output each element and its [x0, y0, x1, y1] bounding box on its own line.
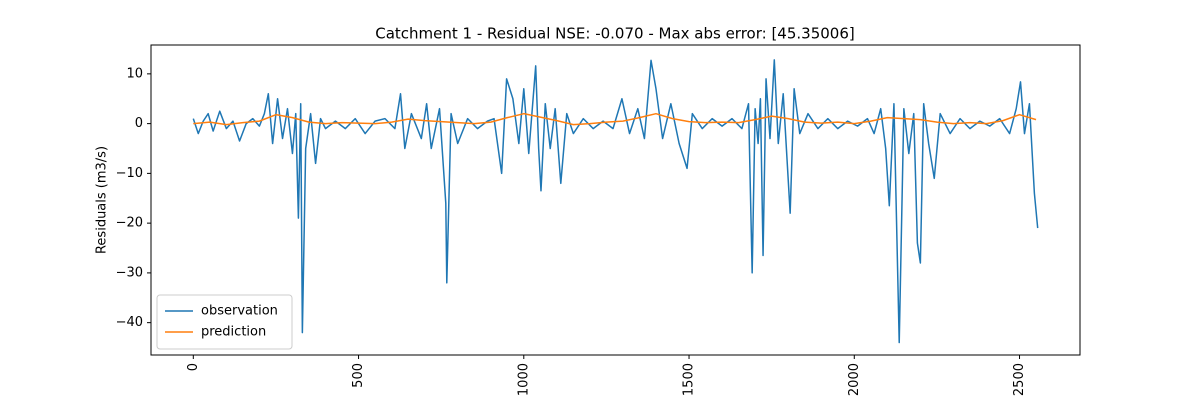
y-tick-label: 10 [126, 66, 143, 81]
plot-frame [150, 44, 1081, 356]
y-tick-label: −10 [116, 166, 143, 181]
x-tick-label: 1500 [682, 363, 697, 396]
y-axis-label: Residuals (m3/s) [95, 146, 110, 254]
x-tick-label: 1000 [516, 363, 531, 396]
series-line [193, 112, 1037, 126]
x-tick-label: 2000 [847, 363, 862, 396]
y-tick-label: −20 [116, 216, 143, 231]
x-tick-label: 500 [351, 363, 366, 388]
legend-label: prediction [201, 325, 266, 340]
chart-title: Catchment 1 - Residual NSE: -0.070 - Max… [375, 25, 854, 43]
series-line [192, 59, 1039, 344]
legend-box [156, 294, 293, 350]
x-tick-label: 2500 [1012, 363, 1027, 396]
y-tick-label: −30 [116, 265, 143, 280]
legend-label: observation [201, 304, 278, 319]
y-tick-label: 0 [135, 116, 143, 131]
x-tick-label: 0 [186, 363, 201, 371]
y-tick-label: −40 [116, 315, 143, 330]
